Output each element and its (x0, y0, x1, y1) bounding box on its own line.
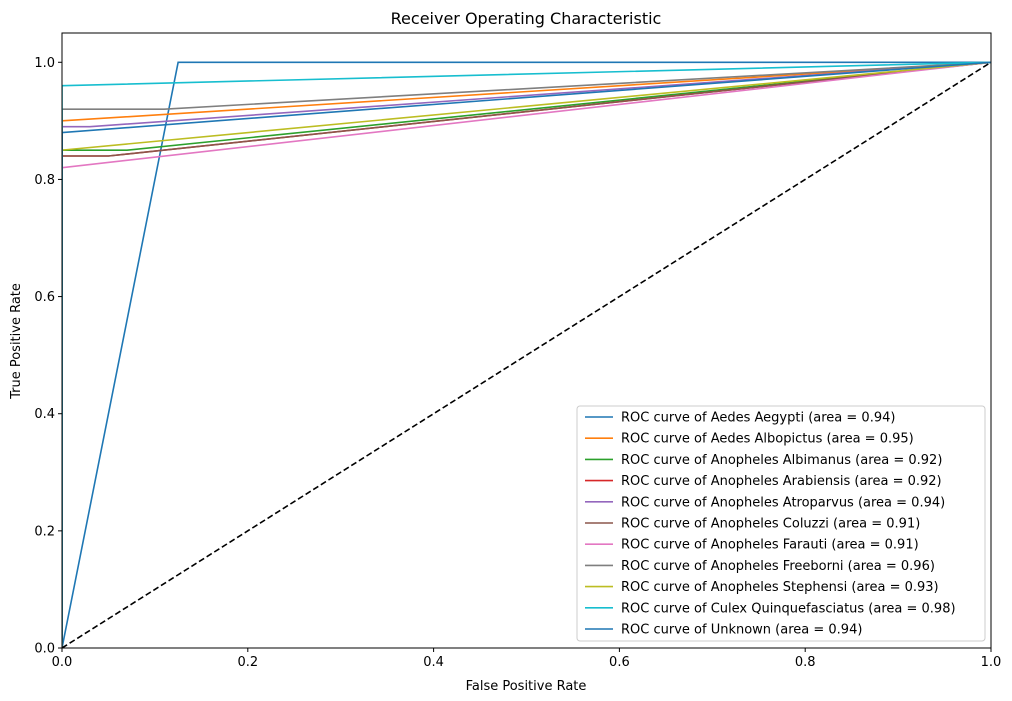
legend-entry-label: ROC curve of Aedes Aegypti (area = 0.94) (621, 411, 895, 426)
x-axis-label: False Positive Rate (466, 679, 587, 694)
legend-entry-label: ROC curve of Anopheles Stephensi (area =… (621, 580, 939, 595)
y-tick-label: 0.4 (34, 407, 55, 422)
roc-line-8 (62, 61, 991, 648)
x-tick-label: 0.4 (423, 655, 444, 670)
plot-area (61, 32, 992, 649)
plot-frame (61, 32, 992, 649)
chart-title: Receiver Operating Characteristic (391, 9, 662, 28)
legend-entry-label: ROC curve of Anopheles Arabiensis (area … (621, 474, 942, 489)
axis-ticks: 0.0 0.2 0.4 0.6 0.8 1.0 0.0 0.2 0.4 0.6 0.8 1.0 (34, 56, 1001, 670)
x-tick-label: 0.6 (609, 655, 630, 670)
legend-entry-label: ROC curve of Anopheles Atroparvus (area … (621, 495, 945, 510)
x-tick-label: 1.0 (981, 655, 1002, 670)
legend: ROC curve of Aedes Aegypti (area = 0.94)… (576, 405, 986, 642)
legend-entry-label: ROC curve of Aedes Albopictus (area = 0.… (621, 432, 914, 447)
series-group (62, 61, 991, 648)
roc-line-10 (62, 61, 991, 648)
roc-line-2 (62, 61, 991, 648)
roc-line-5 (62, 61, 991, 648)
legend-entry-label: ROC curve of Culex Quinquefasciatus (are… (621, 601, 956, 616)
legend-entry-label: ROC curve of Anopheles Freeborni (area =… (621, 559, 935, 574)
y-axis-label: True Positive Rate (9, 283, 24, 400)
legend-entry-label: ROC curve of Anopheles Farauti (area = 0… (621, 538, 919, 553)
roc-line-11 (62, 61, 991, 648)
x-tick-label: 0.0 (52, 655, 73, 670)
y-tick-label: 0.0 (34, 642, 55, 657)
roc-line-3 (62, 61, 991, 648)
roc-line-1 (62, 61, 991, 648)
roc-line-9 (62, 61, 991, 648)
legend-entry-label: ROC curve of Unknown (area = 0.94) (621, 623, 862, 638)
legend-entry-label: ROC curve of Anopheles Albimanus (area =… (621, 453, 942, 468)
y-tick-label: 1.0 (34, 56, 55, 71)
x-tick-label: 0.8 (795, 655, 816, 670)
roc-line-7 (62, 61, 991, 648)
y-tick-label: 0.8 (34, 173, 55, 188)
chance-diagonal-line (62, 61, 991, 648)
x-tick-label: 0.2 (237, 655, 258, 670)
legend-box (576, 405, 986, 642)
legend-entry-label: ROC curve of Anopheles Coluzzi (area = 0… (621, 517, 920, 532)
y-tick-label: 0.6 (34, 290, 55, 305)
y-tick-label: 0.2 (34, 524, 55, 539)
roc-line-6 (62, 61, 991, 648)
